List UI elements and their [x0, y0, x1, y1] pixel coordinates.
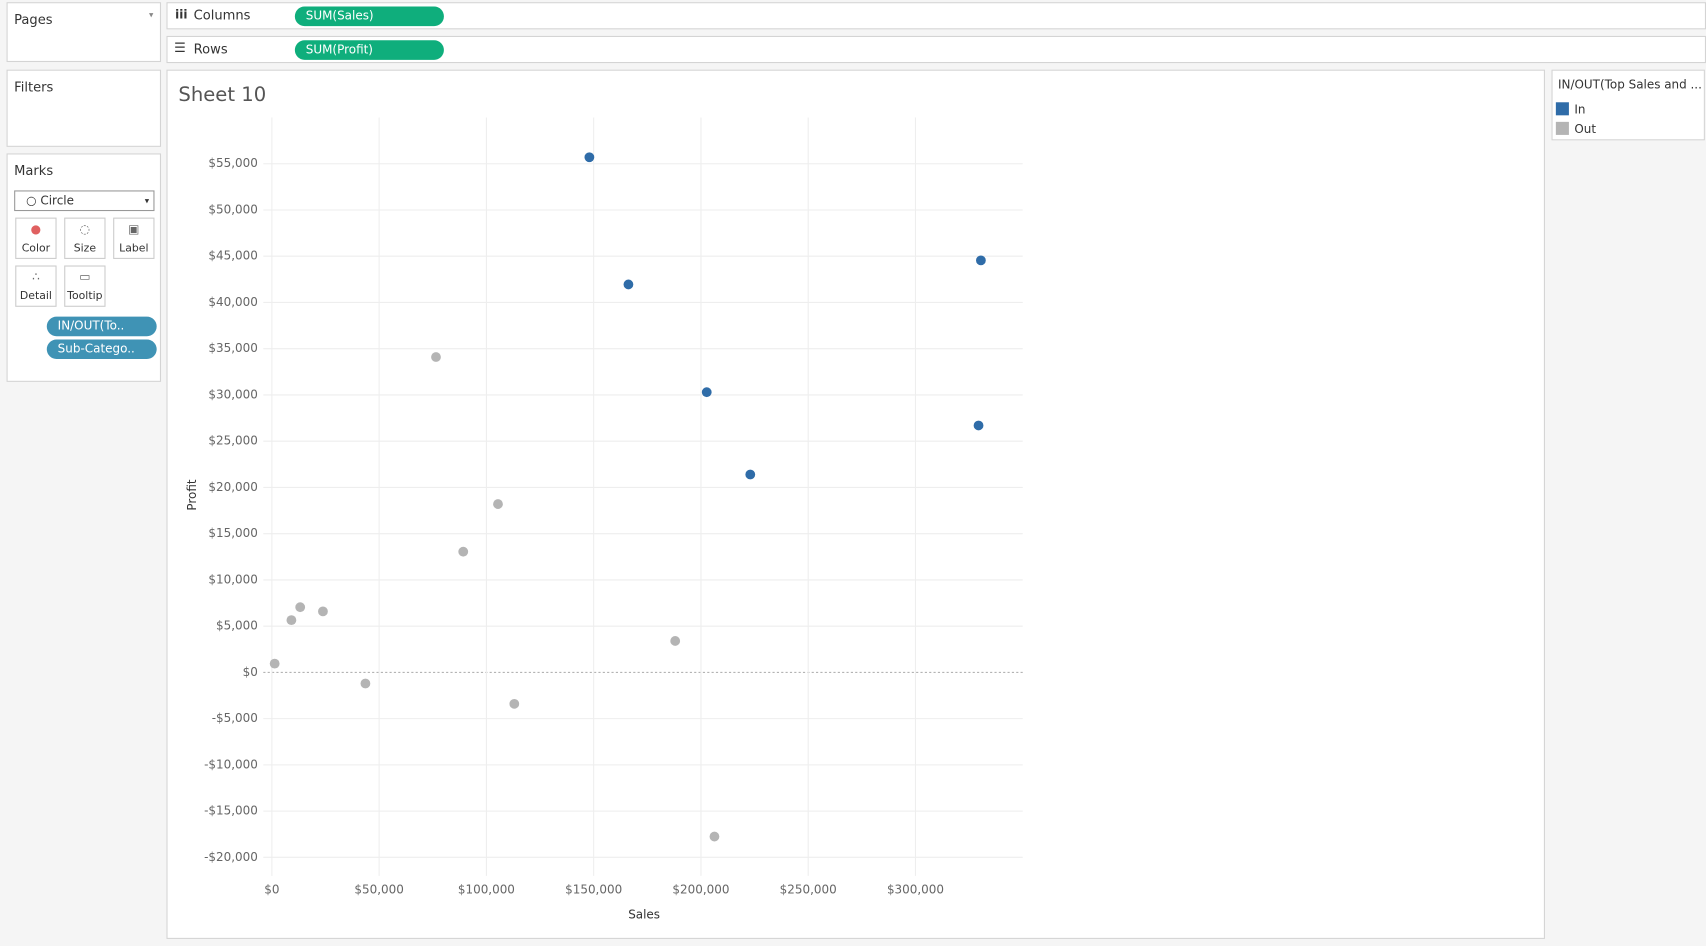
- mark-pill[interactable]: Sub-Catego..: [46, 339, 157, 360]
- rows-label: Rows: [193, 41, 228, 57]
- x-tick-label: $300,000: [887, 882, 944, 896]
- data-point: [286, 615, 297, 626]
- y-tick-label: $35,000: [208, 341, 257, 355]
- data-point: [973, 420, 984, 431]
- y-tick-label: $5,000: [216, 619, 258, 633]
- y-tick-label: -$20,000: [204, 850, 258, 864]
- dropdown-icon[interactable]: ▾: [149, 9, 154, 20]
- x-tick-label: $150,000: [565, 882, 622, 896]
- y-tick-label: $0: [243, 665, 258, 679]
- mark-button-icon: ●: [30, 221, 42, 237]
- data-point: [584, 152, 595, 163]
- legend-swatch: [1555, 102, 1569, 116]
- data-point: [623, 279, 634, 290]
- data-point: [493, 499, 503, 509]
- filters-title: Filters: [14, 79, 54, 95]
- data-point: [670, 636, 681, 646]
- legend-swatch: [1555, 121, 1569, 135]
- columns-shelf: iii Columns SUM(Sales): [166, 2, 1706, 30]
- x-tick-label: $100,000: [458, 882, 515, 896]
- mark-button[interactable]: ▭ Tooltip: [64, 265, 106, 307]
- mark-pill-label: Sub-Catego..: [57, 341, 135, 356]
- columns-pill[interactable]: SUM(Sales): [294, 6, 444, 27]
- filters-shelf[interactable]: Filters: [6, 69, 162, 147]
- legend-label: In: [1574, 102, 1585, 116]
- marks-title: Marks: [14, 163, 54, 179]
- mark-button[interactable]: ◌ Size: [64, 217, 106, 259]
- x-tick-label: $0: [264, 882, 279, 896]
- mark-button-label: Label: [119, 242, 149, 255]
- mark-type-dropdown[interactable]: ○ Circle ▾: [14, 190, 155, 212]
- data-point: [701, 387, 712, 398]
- y-tick-label: -$15,000: [204, 804, 258, 818]
- data-point: [318, 606, 328, 617]
- mark-button-icon: ▭: [79, 269, 91, 284]
- mark-button[interactable]: ● Color: [15, 217, 57, 259]
- mark-button-label: Tooltip: [67, 290, 103, 303]
- data-point: [509, 698, 520, 709]
- rows-icon: ☰: [174, 40, 186, 56]
- y-axis-title: Profit: [185, 479, 199, 510]
- mark-pill[interactable]: IN/OUT(To..: [46, 316, 157, 337]
- pages-title: Pages: [14, 11, 53, 28]
- data-point: [360, 678, 371, 689]
- legend-label: Out: [1574, 122, 1596, 136]
- data-point: [431, 352, 441, 362]
- y-tick-label: $15,000: [208, 526, 257, 540]
- data-point: [745, 469, 756, 480]
- y-tick-label: $10,000: [208, 572, 257, 586]
- mark-button[interactable]: ∴ Detail: [15, 265, 57, 307]
- columns-label: Columns: [193, 7, 251, 23]
- dropdown-icon: ▾: [144, 195, 150, 206]
- mark-button-icon: ∴: [32, 269, 40, 284]
- pages-shelf[interactable]: Pages ▾: [6, 2, 162, 63]
- x-tick-label: $200,000: [672, 882, 729, 896]
- y-tick-label: $20,000: [208, 480, 257, 494]
- data-point: [709, 831, 720, 842]
- x-axis-title: Sales: [628, 908, 660, 922]
- marks-card: Marks ○ Circle ▾ ● Color ◌ Size ▣ Label ∴ Detail…: [6, 153, 162, 382]
- mark-button-label: Detail: [19, 290, 52, 303]
- mark-button[interactable]: ▣ Label: [113, 217, 155, 259]
- rows-shelf: ☰ Rows SUM(Profit): [166, 35, 1706, 64]
- legend-title: IN/OUT(Top Sales and ...: [1558, 77, 1702, 91]
- y-tick-label: $30,000: [208, 387, 257, 401]
- y-tick-label: -$10,000: [204, 757, 258, 771]
- data-point: [976, 255, 986, 266]
- y-tick-label: $55,000: [208, 156, 257, 170]
- mark-button-icon: ▣: [128, 221, 140, 237]
- mark-button-label: Color: [21, 242, 51, 255]
- y-tick-label: $40,000: [208, 295, 257, 309]
- mark-pill-label: IN/OUT(To..: [57, 318, 125, 333]
- mark-type: Circle: [40, 193, 74, 208]
- y-tick-label: $45,000: [208, 249, 257, 263]
- circle-icon: ○: [26, 193, 37, 208]
- columns-icon: iii: [175, 7, 188, 22]
- data-point: [269, 658, 280, 669]
- x-tick-label: $250,000: [780, 882, 837, 896]
- data-point: [458, 546, 469, 557]
- x-tick-label: $50,000: [354, 882, 403, 896]
- data-point: [295, 602, 306, 613]
- chart-title: Sheet 10: [178, 83, 266, 106]
- y-tick-label: $50,000: [208, 202, 257, 216]
- mark-button-label: Size: [73, 242, 97, 255]
- y-tick-label: -$5,000: [212, 711, 258, 725]
- rows-pill[interactable]: SUM(Profit): [294, 40, 444, 60]
- y-tick-label: $25,000: [208, 434, 257, 448]
- view-card: [166, 69, 1545, 939]
- legend-card: [1551, 69, 1705, 141]
- mark-button-icon: ◌: [79, 221, 91, 237]
